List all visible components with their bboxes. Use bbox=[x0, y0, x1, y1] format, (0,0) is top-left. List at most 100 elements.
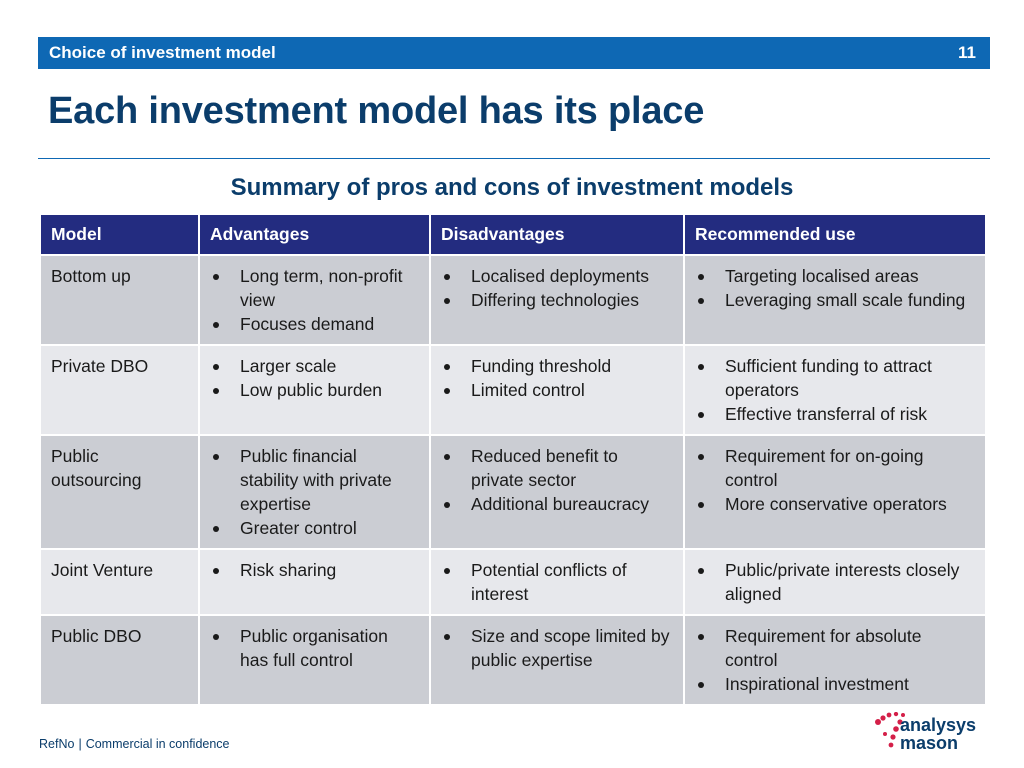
bullet-dot-icon bbox=[444, 568, 450, 574]
bullet-list: Potential conflicts of interest bbox=[441, 558, 673, 606]
footer: RefNo | Commercial in confidence bbox=[39, 737, 230, 751]
table-row: Private DBO Larger scale Low public burden… bbox=[39, 344, 987, 436]
bullet-list: Long term, non-profit view Focuses demand bbox=[210, 264, 419, 336]
section-header-bar: Choice of investment model 11 bbox=[38, 37, 990, 69]
bullet-list: Public financial stability with private … bbox=[210, 444, 419, 540]
bullet-item: Larger scale bbox=[210, 354, 419, 378]
table-row: Public DBO Public organisation has full c… bbox=[39, 614, 987, 706]
bullet-dot-icon bbox=[213, 364, 219, 370]
bullet-dot-icon bbox=[213, 322, 219, 328]
bullet-item: Targeting localised areas bbox=[695, 264, 975, 288]
bullet-dot-icon bbox=[444, 364, 450, 370]
page-title: Each investment model has its place bbox=[48, 90, 705, 132]
bullet-list: Reduced benefit to private sector Additio… bbox=[441, 444, 673, 516]
bullet-dot-icon bbox=[213, 568, 219, 574]
model-name-line: Public bbox=[51, 446, 99, 466]
bullet-text: Inspirational investment bbox=[725, 674, 909, 694]
recommended-use-cell: Targeting localised areas Leveraging smal… bbox=[683, 254, 987, 346]
bullet-list: Sufficient funding to attract operators E… bbox=[695, 354, 975, 426]
bullet-dot-icon bbox=[698, 274, 704, 280]
bullet-text: Effective transferral of risk bbox=[725, 404, 927, 424]
advantages-cell: Long term, non-profit view Focuses demand bbox=[198, 254, 431, 346]
table-row: Public outsourcing Public financial stabil… bbox=[39, 434, 987, 550]
bullet-text: Public financial stability with private … bbox=[240, 446, 392, 514]
model-cell: Bottom up bbox=[39, 254, 200, 346]
disadvantages-cell: Funding threshold Limited control bbox=[429, 344, 685, 436]
advantages-cell: Public organisation has full control bbox=[198, 614, 431, 706]
bullet-item: Risk sharing bbox=[210, 558, 419, 582]
bullet-dot-icon bbox=[698, 454, 704, 460]
disadvantages-cell: Potential conflicts of interest bbox=[429, 548, 685, 616]
bullet-dot-icon bbox=[698, 364, 704, 370]
bullet-dot-icon bbox=[213, 274, 219, 280]
bullet-list: Targeting localised areas Leveraging smal… bbox=[695, 264, 975, 312]
bullet-list: Size and scope limited by public experti… bbox=[441, 624, 673, 672]
disadvantages-cell: Size and scope limited by public experti… bbox=[429, 614, 685, 706]
bullet-text: Larger scale bbox=[240, 356, 337, 376]
bullet-text: Greater control bbox=[240, 518, 357, 538]
footer-ref: RefNo bbox=[39, 737, 75, 751]
bullet-item: Requirement for on-going control bbox=[695, 444, 975, 492]
bullet-text: Low public burden bbox=[240, 380, 383, 400]
model-cell: Private DBO bbox=[39, 344, 200, 436]
recommended-use-cell: Sufficient funding to attract operators E… bbox=[683, 344, 987, 436]
section-title: Choice of investment model bbox=[49, 43, 276, 62]
bullet-text: Funding threshold bbox=[471, 356, 612, 376]
bullet-item: Focuses demand bbox=[210, 312, 419, 336]
bullet-item: Sufficient funding to attract operators bbox=[695, 354, 975, 402]
bullet-dot-icon bbox=[698, 502, 704, 508]
bullet-item: Localised deployments bbox=[441, 264, 673, 288]
disadvantages-cell: Localised deployments Differing technolog… bbox=[429, 254, 685, 346]
bullet-item: Long term, non-profit view bbox=[210, 264, 419, 312]
title-divider bbox=[38, 158, 990, 159]
page-number: 11 bbox=[958, 43, 976, 62]
footer-confidentiality: Commercial in confidence bbox=[85, 737, 230, 751]
model-cell: Public DBO bbox=[39, 614, 200, 706]
recommended-use-cell: Public/private interests closely aligned bbox=[683, 548, 987, 616]
advantages-cell: Public financial stability with private … bbox=[198, 434, 431, 550]
bullet-dot-icon bbox=[444, 298, 450, 304]
table-body: Bottom up Long term, non-profit view Focus… bbox=[39, 254, 987, 706]
column-header-advantages: Advantages bbox=[198, 213, 431, 256]
model-cell: Public outsourcing bbox=[39, 434, 200, 550]
advantages-cell: Risk sharing bbox=[198, 548, 431, 616]
bullet-text: Long term, non-profit view bbox=[240, 266, 403, 310]
bullet-text: Requirement for on-going control bbox=[725, 446, 924, 490]
bullet-dot-icon bbox=[444, 388, 450, 394]
bullet-item: Requirement for absolute control bbox=[695, 624, 975, 672]
logo-dots-icon bbox=[875, 712, 905, 748]
logo-text-line1: analysys bbox=[900, 715, 977, 735]
bullet-item: Public/private interests closely aligned bbox=[695, 558, 975, 606]
bullet-text: Localised deployments bbox=[471, 266, 650, 286]
table-header-row: Model Advantages Disadvantages Recommend… bbox=[39, 213, 987, 256]
bullet-dot-icon bbox=[213, 634, 219, 640]
column-header-model: Model bbox=[39, 213, 200, 256]
bullet-item: More conservative operators bbox=[695, 492, 975, 516]
bullet-item: Effective transferral of risk bbox=[695, 402, 975, 426]
bullet-text: Targeting localised areas bbox=[725, 266, 919, 286]
bullet-item: Public organisation has full control bbox=[210, 624, 419, 672]
table-row: Bottom up Long term, non-profit view Focus… bbox=[39, 254, 987, 346]
bullet-list: Requirement for on-going control More con… bbox=[695, 444, 975, 516]
bullet-text: Focuses demand bbox=[240, 314, 375, 334]
bullet-dot-icon bbox=[444, 454, 450, 460]
bullet-text: Sufficient funding to attract operators bbox=[725, 356, 932, 400]
bullet-dot-icon bbox=[213, 526, 219, 532]
bullet-item: Inspirational investment bbox=[695, 672, 975, 696]
recommended-use-cell: Requirement for absolute control Inspirat… bbox=[683, 614, 987, 706]
model-name-line: Public DBO bbox=[51, 626, 142, 646]
logo-text-line2: mason bbox=[900, 733, 959, 753]
bullet-text: Reduced benefit to private sector bbox=[471, 446, 618, 490]
bullet-text: Public organisation has full control bbox=[240, 626, 388, 670]
bullet-text: Risk sharing bbox=[240, 560, 337, 580]
bullet-item: Additional bureaucracy bbox=[441, 492, 673, 516]
bullet-list: Public/private interests closely aligned bbox=[695, 558, 975, 606]
model-name-line: Joint Venture bbox=[51, 560, 154, 580]
recommended-use-cell: Requirement for on-going control More con… bbox=[683, 434, 987, 550]
bullet-dot-icon bbox=[698, 634, 704, 640]
bullet-list: Funding threshold Limited control bbox=[441, 354, 673, 402]
bullet-dot-icon bbox=[698, 412, 704, 418]
bullet-dot-icon bbox=[444, 274, 450, 280]
bullet-item: Limited control bbox=[441, 378, 673, 402]
bullet-dot-icon bbox=[213, 388, 219, 394]
